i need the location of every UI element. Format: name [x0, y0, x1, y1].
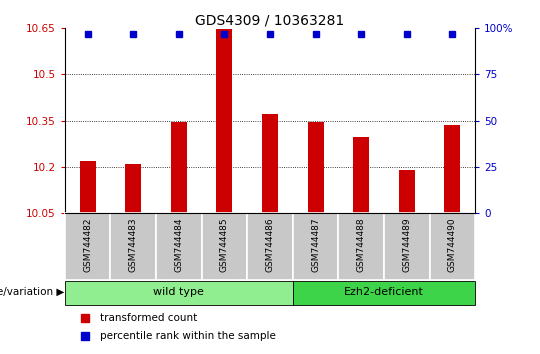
Text: GSM744488: GSM744488	[357, 218, 366, 272]
Text: GSM744483: GSM744483	[129, 218, 138, 272]
Text: percentile rank within the sample: percentile rank within the sample	[100, 331, 275, 341]
Text: Ezh2-deficient: Ezh2-deficient	[344, 287, 424, 297]
Bar	[171, 122, 187, 213]
Bar	[201, 213, 247, 280]
Bar	[430, 213, 475, 280]
Bar	[217, 29, 232, 213]
Bar	[293, 213, 339, 280]
Bar	[308, 122, 323, 213]
Bar	[384, 213, 430, 280]
Bar	[65, 281, 293, 306]
Text: GSM744484: GSM744484	[174, 218, 183, 272]
Bar	[247, 213, 293, 280]
Text: GSM744485: GSM744485	[220, 218, 229, 272]
Bar	[399, 170, 415, 213]
Text: GSM744489: GSM744489	[402, 218, 411, 272]
Text: GSM744486: GSM744486	[266, 218, 274, 272]
Bar	[353, 137, 369, 213]
Bar	[156, 213, 201, 280]
Bar	[444, 125, 461, 213]
Title: GDS4309 / 10363281: GDS4309 / 10363281	[195, 13, 345, 27]
Bar	[65, 213, 110, 280]
Bar	[125, 164, 141, 213]
Text: transformed count: transformed count	[100, 313, 197, 323]
Text: GSM744482: GSM744482	[83, 218, 92, 272]
Text: GSM744487: GSM744487	[311, 218, 320, 272]
Bar	[79, 160, 96, 213]
Text: GSM744490: GSM744490	[448, 218, 457, 272]
Bar	[110, 213, 156, 280]
Text: wild type: wild type	[153, 287, 204, 297]
Bar	[339, 213, 384, 280]
Bar	[262, 114, 278, 213]
Bar	[293, 281, 475, 306]
Text: genotype/variation ▶: genotype/variation ▶	[0, 287, 64, 297]
